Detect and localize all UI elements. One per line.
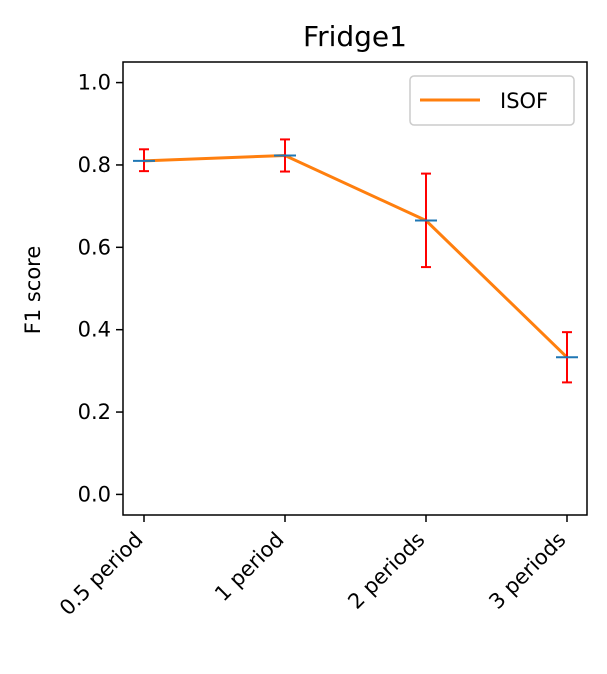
y-tick-label: 0.6 xyxy=(78,235,111,259)
x-tick-label: 3 periods xyxy=(484,528,570,614)
y-tick-label: 0.2 xyxy=(78,400,111,424)
y-axis-label: F1 score xyxy=(21,246,45,335)
legend-box xyxy=(409,75,575,126)
x-tick-label: 1 period xyxy=(210,528,288,606)
y-tick-label: 0.8 xyxy=(78,153,111,177)
series-layer xyxy=(133,138,578,384)
series-line-isof xyxy=(143,153,569,359)
legend-label-isof: ISOF xyxy=(500,89,548,113)
y-tick-label: 0.4 xyxy=(78,318,111,342)
chart-title: Fridge1 xyxy=(303,20,407,53)
y-tick-label: 1.0 xyxy=(78,71,111,95)
legend: ISOF xyxy=(409,75,575,126)
plot-frame xyxy=(122,61,588,516)
axes: 0.0 0.2 0.4 0.6 0.8 1.0 0.5 period 1 period 2 pe… xyxy=(55,71,571,621)
x-tick-label: 2 periods xyxy=(343,528,429,614)
x-tick-label: 0.5 period xyxy=(55,528,148,621)
y-tick-label: 0.0 xyxy=(78,482,111,506)
